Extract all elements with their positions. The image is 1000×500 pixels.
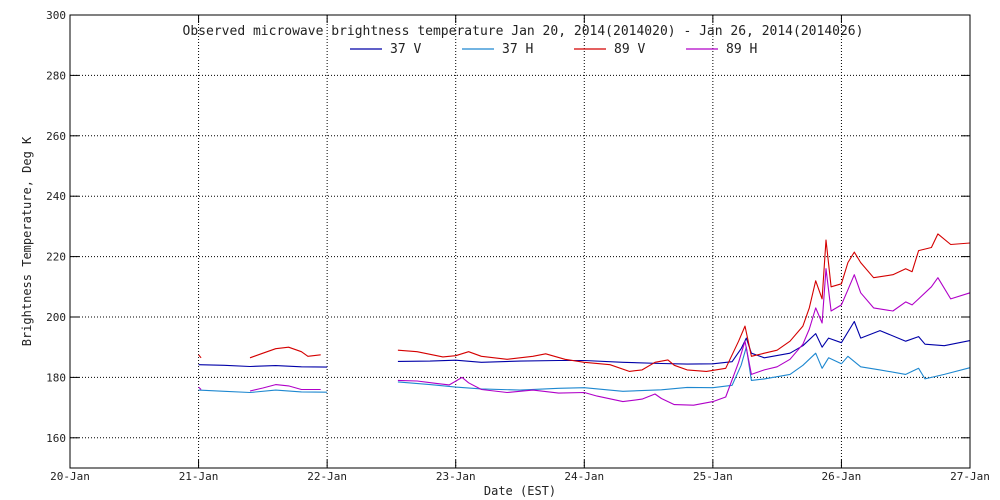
series-line-89-h xyxy=(249,384,321,392)
series-line-37-v xyxy=(397,320,971,365)
axis-ticks: 20-Jan 21-Jan 22-Jan 23-Jan 24-Jan 25-Jan 26-J… xyxy=(46,9,990,483)
y-tick-label: 240 xyxy=(46,190,66,203)
chart-title: Observed microwave brightness temperatur… xyxy=(183,24,864,39)
y-tick-label: 260 xyxy=(46,130,66,143)
series-line-89-v xyxy=(249,346,321,359)
series-line-37-v xyxy=(198,364,328,368)
legend: 37 V 37 H 89 V 89 H xyxy=(350,42,757,57)
x-tick-label: 24-Jan xyxy=(564,470,604,483)
series-line-89-v xyxy=(397,233,971,372)
x-tick-label: 22-Jan xyxy=(307,470,347,483)
legend-label-89-v: 89 V xyxy=(614,42,645,57)
series-line-89-h xyxy=(198,386,202,390)
grid xyxy=(70,15,970,468)
y-tick-label: 280 xyxy=(46,69,66,82)
legend-label-37-v: 37 V xyxy=(390,42,421,57)
x-tick-label: 23-Jan xyxy=(436,470,476,483)
x-tick-label: 26-Jan xyxy=(822,470,862,483)
x-tick-label: 27-Jan xyxy=(950,470,990,483)
x-tick-label: 25-Jan xyxy=(693,470,733,483)
series-line-89-v xyxy=(198,354,202,359)
legend-label-89-h: 89 H xyxy=(726,42,757,57)
y-tick-label: 220 xyxy=(46,251,66,264)
series-line-89-h xyxy=(397,268,971,406)
y-tick-label: 180 xyxy=(46,371,66,384)
series-lines xyxy=(198,233,971,406)
x-axis-label: Date (EST) xyxy=(484,484,556,498)
x-tick-label: 21-Jan xyxy=(179,470,219,483)
series-line-37-h xyxy=(397,346,971,392)
x-tick-label: 20-Jan xyxy=(50,470,90,483)
y-tick-label: 200 xyxy=(46,311,66,324)
y-tick-label: 160 xyxy=(46,432,66,445)
plot-frame xyxy=(69,14,971,469)
y-axis-label: Brightness Temperature, Deg K xyxy=(20,136,34,346)
y-tick-label: 300 xyxy=(46,9,66,22)
series-line-37-h xyxy=(198,389,328,394)
legend-label-37-h: 37 H xyxy=(502,42,533,57)
